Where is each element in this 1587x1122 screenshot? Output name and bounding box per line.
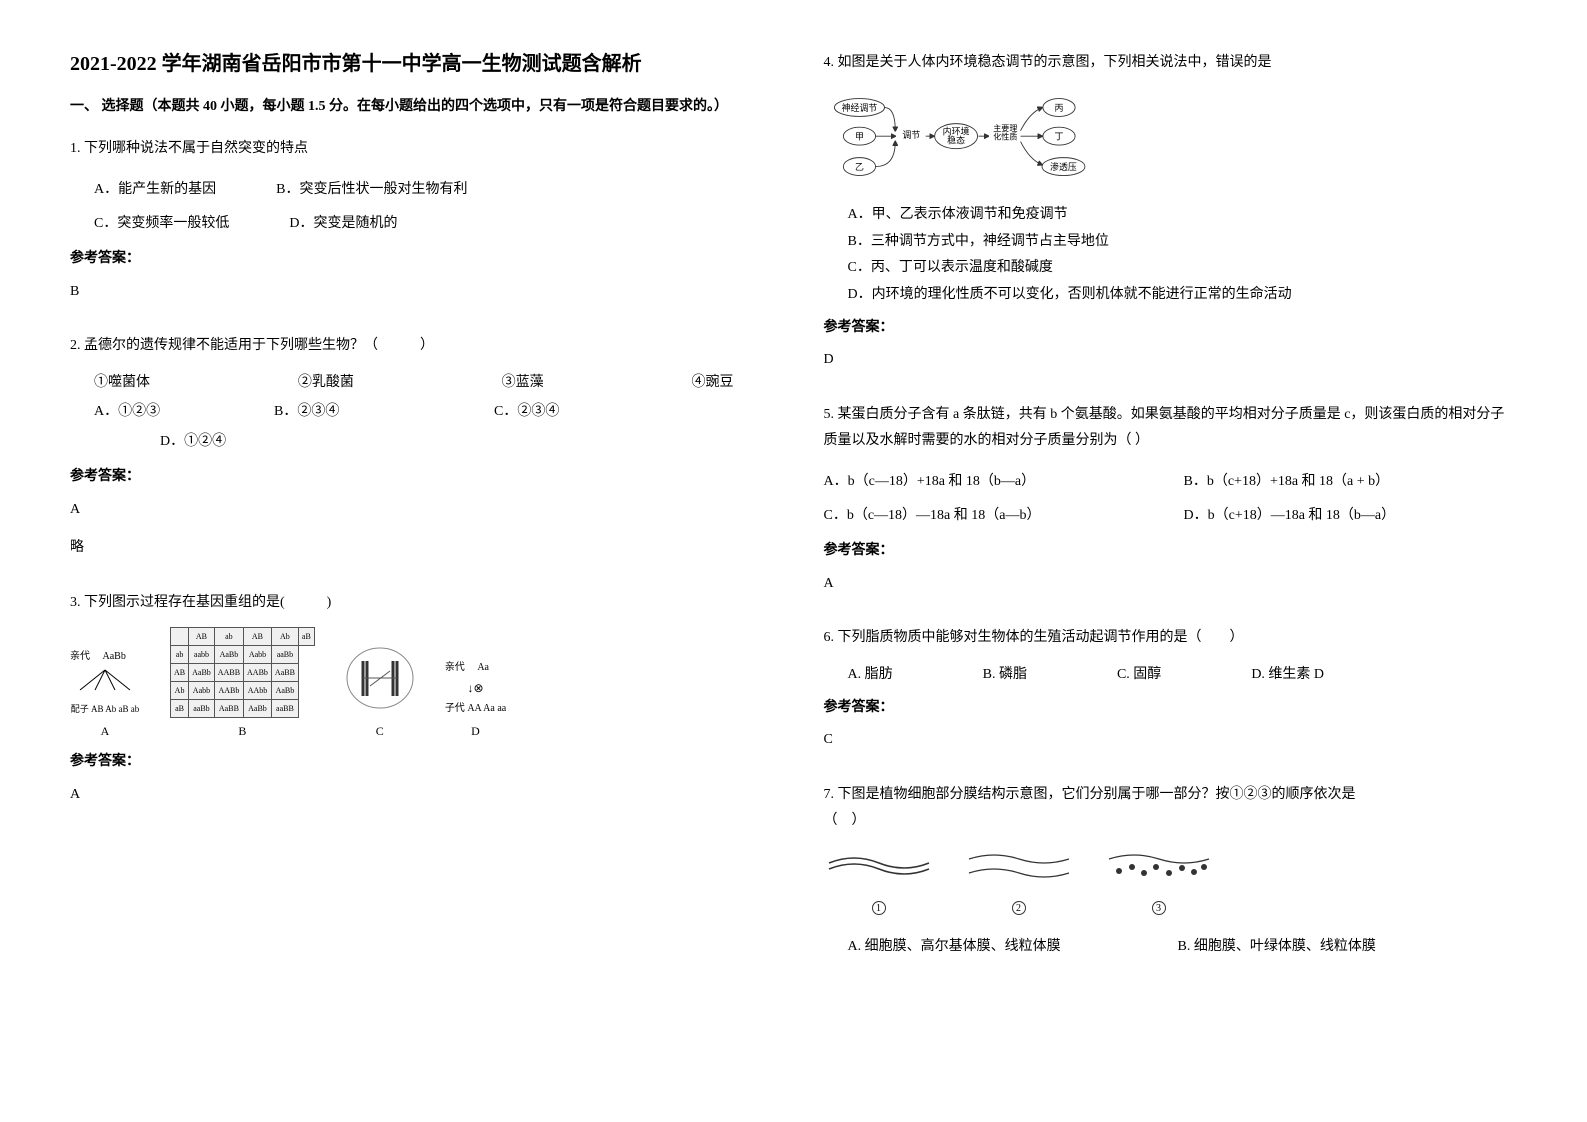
- q1-answer: B: [70, 279, 764, 306]
- q3-diagram-a: 亲代 AaBb 配子 AB Ab aB ab A: [70, 647, 140, 744]
- question-7: 7. 下图是植物细胞部分膜结构示意图，它们分别属于哪一部分？按①②③的顺序依次是…: [824, 782, 1518, 961]
- q6-opt-b: B. 磷脂: [983, 662, 1027, 689]
- exam-title: 2021-2022 学年湖南省岳阳市市第十一中学高一生物测试题含解析: [70, 50, 764, 78]
- circle-1-icon: 1: [872, 901, 886, 915]
- q6-opt-a: A. 脂肪: [848, 662, 893, 689]
- section-header: 一、 选择题（本题共 40 小题，每小题 1.5 分。在每小题给出的四个选项中，…: [70, 96, 764, 118]
- q2-opt-d: D．①②④: [160, 434, 226, 449]
- q1-opt-d: D．突变是随机的: [289, 207, 397, 241]
- question-5: 5. 某蛋白质分子含有 a 条肽链，共有 b 个氨基酸。如果氨基酸的平均相对分子…: [824, 402, 1518, 610]
- q4-answer: D: [824, 347, 1518, 374]
- q3-label-b: B: [170, 720, 315, 743]
- chromosome-icon: [345, 646, 415, 711]
- node-yi: 乙: [854, 162, 863, 172]
- q6-text: 6. 下列脂质物质中能够对生物体的生殖活动起调节作用的是（ ）: [824, 625, 1518, 652]
- q6-opt-d: D. 维生素 D: [1251, 662, 1324, 689]
- q4-flow-diagram: 神经调节 甲 乙 调节 内环境 稳态 主要理 化性质 丙 丁 渗透压: [824, 95, 1124, 180]
- question-6: 6. 下列脂质物质中能够对生物体的生殖活动起调节作用的是（ ） A. 脂肪 B.…: [824, 625, 1518, 765]
- question-2: 2. 孟德尔的遗传规律不能适用于下列哪些生物？（ ） ①噬菌体 ②乳酸菌 ③蓝藻…: [70, 333, 764, 574]
- q7-text: 7. 下图是植物细胞部分膜结构示意图，它们分别属于哪一部分？按①②③的顺序依次是…: [824, 782, 1518, 835]
- q3-label-d: D: [445, 720, 506, 743]
- membrane-1: 1: [824, 845, 934, 922]
- question-4: 4. 如图是关于人体内环境稳态调节的示意图，下列相关说法中，错误的是 神经调节 …: [824, 50, 1518, 386]
- q3d-parent: 亲代: [445, 662, 465, 673]
- q5-opt-a: A．b（c—18）+18a 和 18（b—a）: [824, 465, 1184, 499]
- q3-label-a: A: [70, 720, 140, 743]
- punnett-square: ABabABAbaB abaabbAaBbAabbaaBb ABAaBbAABB…: [170, 627, 315, 719]
- node-env2: 稳态: [947, 134, 965, 145]
- circle-2-icon: 2: [1012, 901, 1026, 915]
- q7-membrane-diagrams: 1 2 3: [824, 845, 1518, 922]
- question-3: 3. 下列图示过程存在基因重组的是( ) 亲代 AaBb 配子 AB Ab aB…: [70, 590, 764, 821]
- q6-answer: C: [824, 727, 1518, 754]
- membrane-3: 3: [1104, 845, 1214, 922]
- node-prop1: 主要理: [993, 122, 1017, 132]
- membrane-2: 2: [964, 845, 1074, 922]
- q2-answer: A: [70, 497, 764, 524]
- q3-diagram-d: 亲代 Aa ↓⊗ 子代 AA Aa aa D: [445, 658, 506, 744]
- q3d-gen1: Aa: [477, 662, 489, 673]
- q2-item3: ③蓝藻: [502, 370, 544, 397]
- q2-answer-label: 参考答案：: [70, 464, 764, 491]
- left-column: 2021-2022 学年湖南省岳阳市市第十一中学高一生物测试题含解析 一、 选择…: [70, 50, 764, 1072]
- q3-label-c: C: [345, 720, 415, 743]
- q2-text: 2. 孟德尔的遗传规律不能适用于下列哪些生物？（ ）: [70, 333, 764, 360]
- q6-answer-label: 参考答案：: [824, 695, 1518, 722]
- q4-opt-d: D．内环境的理化性质不可以变化，否则机体就不能进行正常的生命活动: [848, 282, 1518, 309]
- q3a-gamete-label: 配子: [71, 704, 89, 714]
- q4-answer-label: 参考答案：: [824, 315, 1518, 342]
- q4-opt-c: C．丙、丁可以表示温度和酸碱度: [848, 255, 1518, 282]
- node-jia: 甲: [854, 131, 863, 141]
- q3-answer: A: [70, 782, 764, 809]
- q3d-child: 子代: [445, 703, 465, 714]
- node-tiaojie: 调节: [902, 130, 920, 140]
- q3a-arrows-icon: [70, 666, 140, 694]
- q5-opt-d: D．b（c+18）—18a 和 18（b—a）: [1184, 499, 1396, 533]
- q2-item1: ①噬菌体: [94, 370, 150, 397]
- q1-opt-a: A．能产生新的基因: [94, 173, 216, 207]
- node-neural: 神经调节: [841, 102, 877, 113]
- q2-opt-a: A．①②③: [94, 397, 274, 428]
- q5-opt-b: B．b（c+18）+18a 和 18（a + b）: [1184, 465, 1390, 499]
- q5-answer: A: [824, 571, 1518, 598]
- q7-opt-a: A. 细胞膜、高尔基体膜、线粒体膜: [848, 934, 1178, 961]
- q5-answer-label: 参考答案：: [824, 538, 1518, 565]
- question-1: 1. 下列哪种说法不属于自然突变的特点 A．能产生新的基因 B．突变后性状一般对…: [70, 136, 764, 317]
- q3a-parent-label: 亲代: [70, 651, 90, 662]
- q6-opt-c: C. 固醇: [1117, 662, 1161, 689]
- q2-opt-b: B．②③④: [274, 397, 494, 428]
- node-osmotic: 渗透压: [1050, 161, 1077, 172]
- node-prop2: 化性质: [993, 131, 1017, 141]
- q1-text: 1. 下列哪种说法不属于自然突变的特点: [70, 136, 764, 163]
- q2-item4: ④豌豆: [691, 370, 733, 397]
- q2-item2: ②乳酸菌: [298, 370, 354, 397]
- q3d-gen2: AA Aa aa: [467, 703, 506, 714]
- node-ding: 丁: [1054, 131, 1063, 141]
- circle-3-icon: 3: [1152, 901, 1166, 915]
- q1-opt-b: B．突变后性状一般对生物有利: [276, 173, 467, 207]
- q3-diagrams: 亲代 AaBb 配子 AB Ab aB ab A ABabAB: [70, 627, 764, 744]
- q3a-gametes: AB Ab aB ab: [91, 704, 139, 714]
- q5-text: 5. 某蛋白质分子含有 a 条肽链，共有 b 个氨基酸。如果氨基酸的平均相对分子…: [824, 402, 1518, 455]
- q4-opt-a: A．甲、乙表示体液调节和免疫调节: [848, 202, 1518, 229]
- q4-text: 4. 如图是关于人体内环境稳态调节的示意图，下列相关说法中，错误的是: [824, 50, 1518, 77]
- q5-opt-c: C．b（c—18）—18a 和 18（a—b）: [824, 499, 1184, 533]
- q3-answer-label: 参考答案：: [70, 749, 764, 776]
- q7-opt-b: B. 细胞膜、叶绿体膜、线粒体膜: [1178, 934, 1376, 961]
- q1-opt-c: C．突变频率一般较低: [94, 207, 229, 241]
- node-bing: 丙: [1054, 103, 1063, 113]
- q1-answer-label: 参考答案：: [70, 246, 764, 273]
- right-column: 4. 如图是关于人体内环境稳态调节的示意图，下列相关说法中，错误的是 神经调节 …: [824, 50, 1518, 1072]
- q2-note: 略: [70, 535, 764, 562]
- q3-diagram-c: C: [345, 646, 415, 744]
- q3a-genotype: AaBb: [103, 651, 126, 662]
- q3-text: 3. 下列图示过程存在基因重组的是( ): [70, 590, 764, 617]
- q3-diagram-b: ABabABAbaB abaabbAaBbAabbaaBb ABAaBbAABB…: [170, 627, 315, 744]
- q2-opt-c: C．②③④: [494, 397, 559, 428]
- q4-opt-b: B．三种调节方式中，神经调节占主导地位: [848, 229, 1518, 256]
